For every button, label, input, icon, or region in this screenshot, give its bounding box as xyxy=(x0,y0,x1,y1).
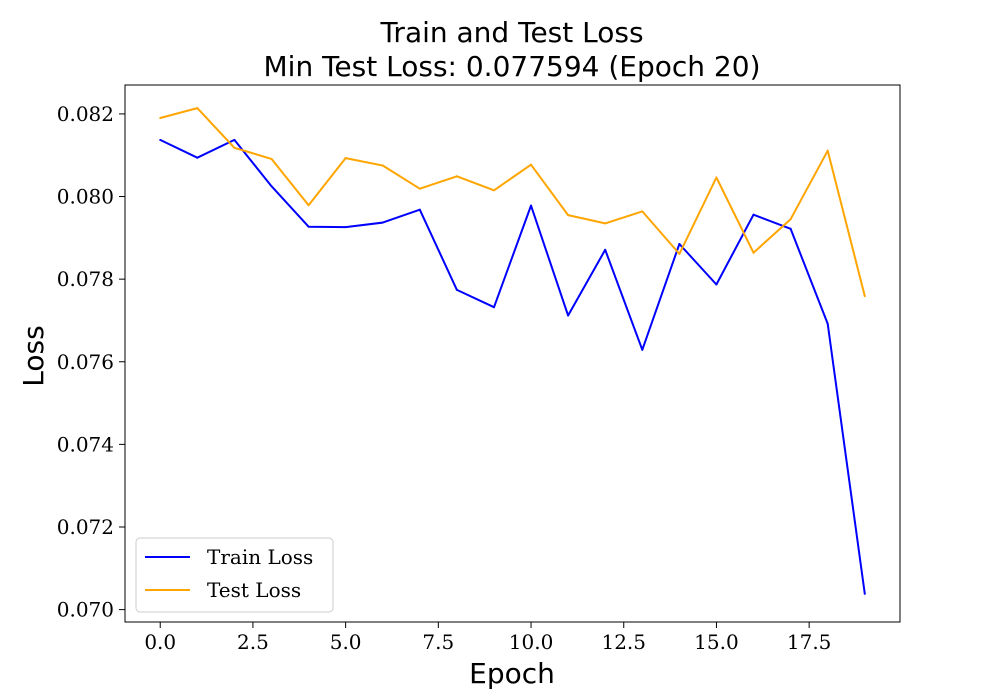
x-axis: 0.0 2.5 5.0 7.5 10.0 12.5 15.0 17.5 xyxy=(144,622,831,654)
train-loss-point xyxy=(492,306,495,309)
test-loss-point xyxy=(641,210,644,213)
test-loss-point xyxy=(344,157,347,160)
legend-train-label: Train Loss xyxy=(207,545,313,569)
x-tick-label: 0.0 xyxy=(144,630,176,654)
train-loss-point xyxy=(641,348,644,351)
y-axis: 0.070 0.072 0.074 0.076 0.078 0.080 0.082 xyxy=(57,102,125,622)
test-loss-point xyxy=(678,252,681,255)
chart-subtitle: Min Test Loss: 0.077594 (Epoch 20) xyxy=(264,50,761,83)
train-loss-point xyxy=(233,138,236,141)
plot-area xyxy=(124,84,901,623)
legend: Train Loss Test Loss xyxy=(135,537,334,613)
x-tick-label: 15.0 xyxy=(694,630,739,654)
series-lines xyxy=(159,107,866,595)
train-loss-point xyxy=(715,283,718,286)
train-loss-point xyxy=(567,314,570,317)
test-loss-point xyxy=(455,175,458,178)
x-tick-label: 12.5 xyxy=(601,630,646,654)
test-loss-line xyxy=(159,107,866,297)
test-loss-point xyxy=(196,107,199,110)
train-loss-point xyxy=(381,221,384,224)
y-tick-label: 0.072 xyxy=(57,515,114,539)
y-tick-label: 0.080 xyxy=(57,185,114,209)
test-loss-point xyxy=(233,146,236,149)
train-loss-point xyxy=(863,592,866,595)
y-axis-label: Loss xyxy=(17,325,50,386)
test-loss-point xyxy=(752,251,755,254)
test-loss-point xyxy=(492,189,495,192)
train-loss-point xyxy=(455,288,458,291)
train-loss-point xyxy=(159,138,162,141)
x-tick-label: 2.5 xyxy=(237,630,269,654)
legend-test-label: Test Loss xyxy=(207,578,301,602)
chart-title: Train and Test Loss xyxy=(379,16,643,49)
train-loss-line xyxy=(159,138,866,595)
y-tick-label: 0.076 xyxy=(57,350,114,374)
test-loss-point xyxy=(307,204,310,207)
x-tick-label: 7.5 xyxy=(422,630,454,654)
train-loss-point xyxy=(678,243,681,246)
y-tick-label: 0.070 xyxy=(57,598,114,622)
test-loss-point xyxy=(863,295,866,298)
x-tick-label: 17.5 xyxy=(787,630,832,654)
test-loss-point xyxy=(789,218,792,221)
test-loss-point xyxy=(826,149,829,152)
train-loss-point xyxy=(270,185,273,188)
test-loss-point xyxy=(530,163,533,166)
y-tick-label: 0.074 xyxy=(57,432,114,456)
x-tick-label: 5.0 xyxy=(330,630,362,654)
train-loss-point xyxy=(789,227,792,230)
train-loss-point xyxy=(196,156,199,159)
test-loss-point xyxy=(604,222,607,225)
x-axis-label: Epoch xyxy=(469,657,555,690)
train-loss-point xyxy=(604,248,607,251)
test-loss-point xyxy=(270,157,273,160)
test-loss-point xyxy=(159,117,162,120)
train-loss-point xyxy=(826,322,829,325)
test-loss-point xyxy=(567,214,570,217)
test-loss-point xyxy=(381,164,384,167)
train-loss-point xyxy=(307,225,310,228)
y-tick-label: 0.082 xyxy=(57,102,114,126)
test-loss-point xyxy=(418,187,421,190)
train-loss-point xyxy=(530,204,533,207)
train-loss-point xyxy=(344,226,347,229)
x-tick-label: 10.0 xyxy=(509,630,554,654)
train-loss-point xyxy=(752,213,755,216)
train-loss-point xyxy=(418,208,421,211)
test-loss-point xyxy=(715,176,718,179)
y-tick-label: 0.078 xyxy=(57,267,114,291)
